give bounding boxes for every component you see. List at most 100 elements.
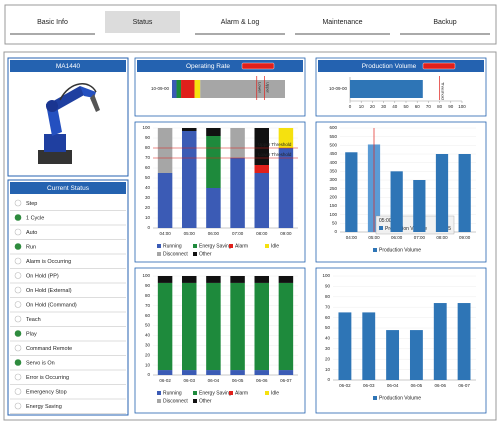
bar-segment	[278, 148, 294, 228]
category-label: 10-09-00	[329, 86, 348, 91]
bar-segment	[182, 370, 197, 375]
bar-segment	[206, 128, 221, 136]
y-tick-label: 80	[325, 294, 331, 299]
y-tick-label: 90	[145, 135, 151, 140]
tab-bar	[4, 4, 497, 45]
x-tick-label: 07:00	[232, 231, 244, 236]
y-tick-label: 0	[147, 372, 150, 377]
y-tick-label: 40	[145, 185, 151, 190]
tab[interactable]: Backup	[433, 19, 456, 26]
y-tick-label: 30	[145, 195, 151, 200]
status-label: On Hold (Command)	[26, 302, 77, 308]
bar-segment	[182, 131, 197, 228]
legend-swatch	[193, 244, 197, 248]
x-tick-label: 09:00	[459, 235, 471, 240]
legend-swatch	[157, 391, 161, 395]
x-tick-label: 06-04	[387, 383, 399, 388]
bar-segment	[278, 128, 294, 148]
bar-segment	[206, 370, 221, 375]
y-tick-label: 70	[325, 304, 331, 309]
legend-swatch	[229, 391, 233, 395]
threshold-label: Lower Threshold	[258, 152, 292, 157]
x-tick-label: 04:00	[159, 231, 171, 236]
x-tick-label: 0	[349, 104, 352, 109]
y-tick-label: 90	[325, 284, 331, 289]
tooltip-series: Production Volume	[385, 226, 427, 232]
bar-segment	[157, 370, 173, 375]
y-tick-label: 90	[145, 283, 151, 288]
y-tick-label: 50	[145, 175, 151, 180]
status-indicator	[14, 272, 22, 279]
bar-segment	[157, 276, 173, 283]
tooltip-swatch	[379, 226, 383, 230]
legend-swatch	[157, 244, 161, 248]
y-tick-label: 10	[325, 367, 331, 372]
legend-label: Running	[163, 390, 182, 396]
bar	[433, 303, 447, 380]
tab[interactable]: Maintenance	[322, 19, 362, 26]
bar-segment	[176, 80, 182, 98]
x-tick-label: 06-06	[434, 383, 446, 388]
y-tick-label: 400	[329, 160, 337, 165]
bar-segment	[182, 128, 197, 131]
y-tick-label: 350	[329, 169, 337, 174]
legend-label: Idle	[271, 243, 279, 249]
bar-segment	[254, 370, 269, 375]
bar	[390, 171, 403, 232]
y-tick-label: 60	[145, 313, 151, 318]
x-tick-label: 06:00	[391, 235, 403, 240]
legend-label: Other	[199, 251, 212, 257]
bar-segment	[278, 370, 294, 375]
tab[interactable]: Basic Info	[37, 19, 68, 26]
y-tick-label: 80	[145, 145, 151, 150]
threshold-label: Threshold	[441, 82, 446, 100]
bar-segment	[254, 173, 269, 228]
device-header	[10, 60, 126, 72]
legend-label: Other	[199, 398, 212, 404]
x-tick-label: 08:00	[256, 231, 268, 236]
status-indicator	[14, 228, 22, 236]
x-tick-label: 50	[403, 104, 409, 109]
bar	[338, 312, 352, 380]
y-tick-label: 550	[329, 134, 337, 139]
bar-segment	[230, 158, 245, 228]
bar-segment	[230, 370, 245, 375]
status-label: Emergency Stop	[26, 389, 67, 395]
x-tick-label: 06-04	[208, 378, 220, 383]
y-tick-label: 60	[325, 315, 331, 320]
threshold-label: Lower	[258, 82, 263, 94]
bar-segment	[200, 80, 285, 98]
x-tick-label: 06-06	[256, 378, 268, 383]
status-indicator	[14, 315, 22, 323]
category-label: 10-09-00	[151, 86, 170, 91]
y-tick-label: 450	[329, 151, 337, 156]
y-tick-label: 600	[329, 125, 337, 130]
status-label: On Hold (External)	[26, 288, 72, 294]
tab[interactable]: Alarm & Log	[221, 19, 260, 26]
status-label: Error is Occurring	[26, 375, 69, 381]
legend-label: Production Volume	[379, 395, 421, 401]
x-tick-label: 10	[359, 104, 365, 109]
status-indicator	[14, 359, 22, 366]
tab[interactable]: Status	[133, 19, 153, 26]
y-tick-label: 300	[329, 177, 337, 182]
y-tick-label: 100	[329, 212, 337, 217]
bar-segment	[206, 136, 221, 188]
x-tick-label: 08:00	[436, 235, 448, 240]
legend-swatch	[193, 252, 197, 256]
x-tick-label: 06-07	[458, 383, 470, 388]
x-tick-label: 30	[381, 104, 387, 109]
legend-swatch	[157, 399, 161, 403]
bar-segment	[254, 282, 269, 371]
status-label: Alarm is Occurring	[26, 259, 71, 265]
x-tick-label: 09:00	[280, 231, 292, 236]
y-tick-label: 60	[145, 165, 151, 170]
y-tick-label: 20	[325, 356, 331, 361]
status-title: Current Status	[47, 185, 90, 192]
bar-segment	[206, 282, 221, 371]
y-tick-label: 20	[145, 352, 151, 357]
legend-label: Energy Saving	[199, 390, 232, 396]
bar-segment	[254, 128, 269, 165]
legend-swatch	[265, 391, 269, 395]
legend-swatch	[229, 244, 233, 248]
